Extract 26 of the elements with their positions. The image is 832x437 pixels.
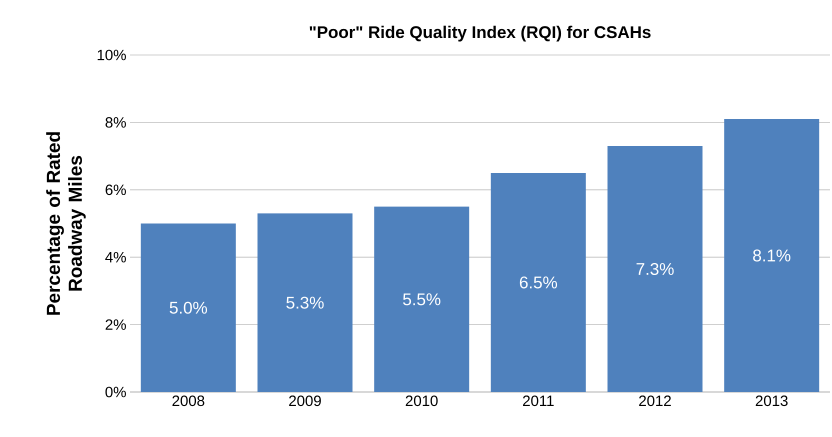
bar: [140, 223, 236, 392]
y-tick-label: 4%: [105, 252, 126, 262]
y-tick-label: 10%: [98, 50, 126, 60]
x-tick-label: 2010: [406, 396, 438, 406]
data-label: 6.5%: [520, 276, 558, 288]
x-tick-label: 2009: [289, 396, 321, 406]
y-tick-label: 0%: [105, 386, 126, 398]
y-tick-label: 8%: [106, 117, 126, 128]
x-tick-label: 2008: [172, 396, 204, 406]
x-tick-label: 2013: [756, 396, 788, 406]
x-tick-label: 2012: [639, 396, 671, 406]
y-tick-label: 6%: [106, 184, 126, 196]
chart-title: "Poor" Ride Quality Index (RQI) for CSAHs: [310, 26, 651, 42]
bar: [608, 146, 703, 392]
data-label: 7.3%: [636, 262, 674, 275]
data-label: 5.5%: [403, 293, 440, 306]
y-axis-title: Percentage of Rated Roadway Miles: [46, 132, 86, 315]
y-tick-label: 2%: [106, 319, 126, 330]
data-label: 5.3%: [286, 296, 324, 309]
bar: [490, 172, 586, 392]
bar: [724, 119, 820, 392]
data-label: 5.0%: [170, 302, 208, 314]
bar: [258, 213, 353, 392]
bar: [374, 206, 470, 392]
data-label: 8.1%: [753, 250, 790, 262]
x-tick-label: 2011: [523, 396, 554, 406]
